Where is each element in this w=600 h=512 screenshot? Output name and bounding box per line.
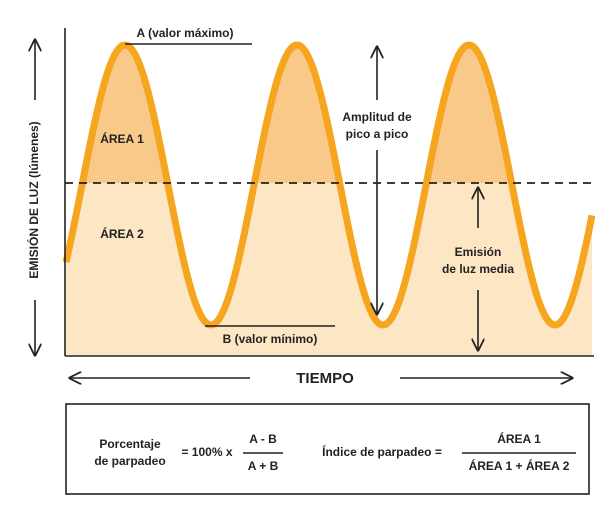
area-above — [82, 45, 512, 183]
percent-numerator: A - B — [249, 432, 277, 446]
area1-label: ÁREA 1 — [100, 131, 144, 146]
area2-label: ÁREA 2 — [100, 226, 144, 241]
formula-box — [65, 403, 590, 495]
light-wave — [62, 41, 596, 329]
percent-equals: = 100% x — [181, 445, 232, 459]
index-label: Índice de parpadeo = — [322, 444, 442, 459]
index-numerator: ÁREA 1 — [497, 431, 541, 446]
amplitude-label: Amplitud de — [342, 110, 412, 124]
mean-label: Emisión — [455, 245, 502, 259]
min-label: B (valor mínimo) — [223, 332, 318, 346]
amplitude-label: pico a pico — [346, 127, 409, 141]
mean-label: de luz media — [442, 262, 514, 276]
index-denominator: ÁREA 1 + ÁREA 2 — [469, 458, 570, 473]
percent-label: de parpadeo — [94, 454, 165, 468]
max-label: A (valor máximo) — [137, 26, 234, 40]
percent-label: Porcentaje — [99, 437, 161, 451]
percent-denominator: A + B — [248, 459, 279, 473]
x-axis-label: TIEMPO — [296, 370, 354, 387]
y-axis-label: EMISIÓN DE LUZ (lúmenes) — [26, 121, 41, 278]
